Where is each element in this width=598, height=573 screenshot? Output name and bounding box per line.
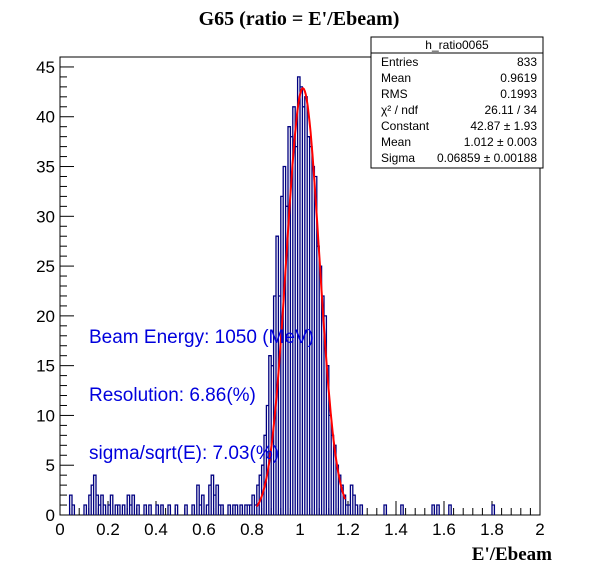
annotation-text: sigma/sqrt(E): 7.03(%) [89, 443, 279, 464]
x-tick-label: 1.2 [336, 520, 360, 539]
y-tick-label: 45 [36, 58, 55, 77]
stats-row-value: 833 [517, 55, 537, 69]
x-tick-label: 0 [55, 520, 64, 539]
stats-row-label: χ² / ndf [381, 103, 419, 117]
chart-title: G65 (ratio = E'/Ebeam) [199, 8, 400, 30]
x-tick-label: 0.8 [240, 520, 264, 539]
gaussian-fit-curve [255, 86, 347, 508]
stats-row-value: 26.11 / 34 [485, 103, 538, 117]
y-tick-label: 5 [46, 456, 55, 475]
y-tick-label: 20 [36, 307, 55, 326]
y-axis: 0 5 10 15 20 25 30 35 40 45 [36, 58, 74, 525]
stats-row-value: 0.06859 ± 0.00188 [437, 151, 537, 165]
x-tick-label: 2 [535, 520, 544, 539]
x-tick-label: 0.2 [96, 520, 120, 539]
stats-row-label: Mean [381, 135, 411, 149]
annotations: Beam Energy: 1050 (MeV) Resolution: 6.86(… [89, 327, 314, 464]
stats-row-value: 42.87 ± 1.93 [470, 119, 537, 133]
x-tick-label: 1.8 [480, 520, 504, 539]
y-tick-label: 35 [36, 158, 55, 177]
stats-row-label: Sigma [381, 151, 415, 165]
stats-row-value: 1.012 ± 0.003 [464, 135, 538, 149]
stats-box: h_ratio0065 Entries 833 Mean 0.9619 RMS 0.1993… [370, 36, 544, 169]
x-tick-label: 1.4 [384, 520, 408, 539]
y-tick-label: 10 [36, 406, 55, 425]
annotation-text: Beam Energy: 1050 (MeV) [89, 327, 314, 348]
stats-row-label: Constant [381, 119, 430, 133]
stats-row-label: Entries [381, 55, 418, 69]
stats-box-rect [370, 36, 544, 169]
x-axis-label: E'/Ebeam [472, 544, 552, 565]
stats-box-name: h_ratio0065 [425, 38, 489, 52]
y-tick-label: 0 [46, 506, 55, 525]
y-tick-label: 40 [36, 108, 55, 127]
stats-row-value: 0.1993 [500, 87, 537, 101]
y-tick-label: 30 [36, 207, 55, 226]
x-tick-label: 0.6 [192, 520, 216, 539]
y-tick-label: 25 [36, 257, 55, 276]
stats-row-label: Mean [381, 71, 411, 85]
x-tick-label: 0.4 [144, 520, 168, 539]
x-tick-label: 1.6 [432, 520, 456, 539]
stats-row-label: RMS [381, 87, 408, 101]
stats-row-value: 0.9619 [500, 71, 537, 85]
y-tick-label: 15 [36, 357, 55, 376]
annotation-text: Resolution: 6.86(%) [89, 385, 256, 406]
x-tick-label: 1 [295, 520, 304, 539]
